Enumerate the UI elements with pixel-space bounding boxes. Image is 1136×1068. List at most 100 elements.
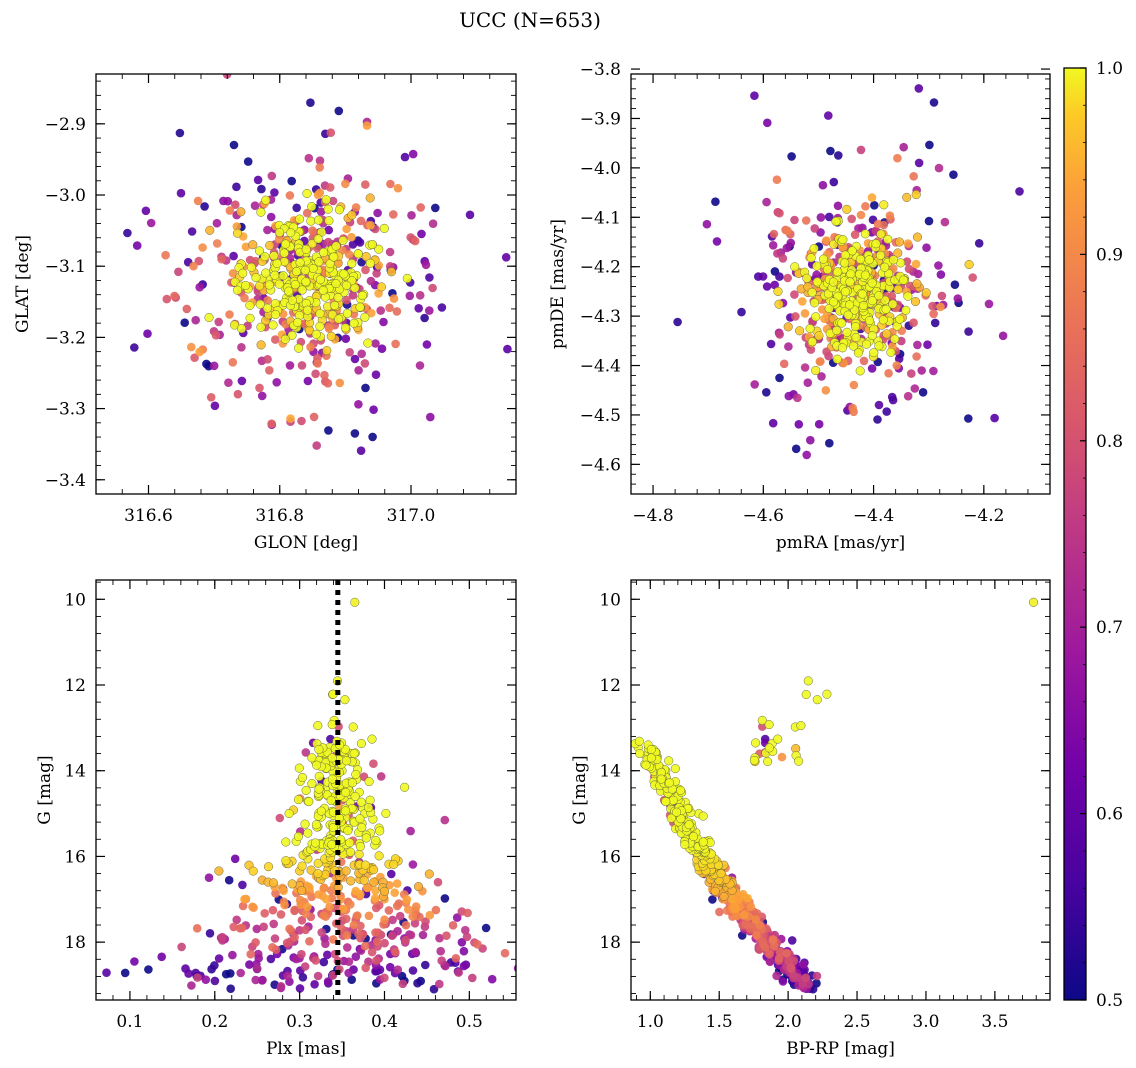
data-point (1028, 597, 1039, 607)
data-point (341, 756, 352, 766)
data-point (420, 313, 429, 323)
data-point (225, 310, 234, 319)
data-point (389, 859, 399, 869)
data-point (240, 293, 249, 303)
data-point (392, 879, 402, 888)
data-point (844, 300, 855, 310)
x-tick-label: 0.2 (201, 1012, 228, 1032)
data-point (708, 895, 717, 904)
data-point (347, 778, 357, 788)
data-point (130, 957, 139, 966)
data-point (310, 838, 320, 848)
data-point (243, 157, 253, 166)
data-point (435, 979, 444, 989)
data-point (376, 306, 386, 315)
data-point (402, 895, 412, 904)
data-point (816, 213, 826, 222)
y-tick-label: −4.4 (580, 357, 621, 377)
data-point (855, 254, 865, 264)
data-point (344, 250, 354, 259)
data-point (252, 964, 262, 973)
data-point (340, 323, 351, 333)
data-point (380, 938, 389, 948)
data-point (849, 380, 859, 390)
data-point (413, 978, 422, 988)
data-point (302, 305, 313, 315)
data-point (1015, 187, 1024, 196)
data-point (783, 226, 792, 236)
data-point (322, 894, 331, 904)
data-point (672, 807, 682, 817)
data-point (341, 179, 350, 189)
data-point (936, 270, 946, 279)
data-point (120, 968, 130, 978)
data-point (867, 364, 877, 373)
y-tick-label: 16 (599, 847, 621, 867)
data-point (363, 803, 374, 813)
data-point (829, 297, 839, 307)
data-point (880, 295, 890, 305)
data-point (415, 361, 425, 370)
data-point (281, 837, 291, 847)
data-point (353, 249, 363, 259)
data-point (324, 324, 334, 333)
data-point (314, 257, 324, 267)
data-point (909, 172, 918, 181)
data-point (356, 446, 366, 456)
y-tick-label: −3.4 (45, 471, 86, 491)
data-point (858, 301, 869, 311)
data-point (342, 224, 351, 234)
data-point (782, 243, 792, 253)
data-point (422, 340, 432, 349)
data-point (784, 342, 793, 351)
data-point (265, 240, 275, 251)
data-point (214, 866, 224, 876)
data-point (910, 296, 921, 307)
data-point (811, 365, 821, 376)
data-point (371, 370, 381, 380)
data-point (297, 285, 307, 295)
x-tick-label: 2.5 (844, 1012, 871, 1032)
data-point (843, 310, 853, 320)
data-point (901, 305, 911, 315)
data-point (623, 971, 632, 980)
data-point (656, 774, 666, 784)
data-point (301, 785, 311, 795)
data-point (268, 320, 278, 330)
data-point (763, 118, 772, 128)
data-point (321, 939, 330, 949)
data-point (274, 235, 284, 244)
data-point (790, 215, 799, 225)
data-point (832, 354, 842, 364)
data-point (765, 957, 775, 966)
data-point (286, 414, 295, 423)
data-point (232, 228, 243, 238)
data-point (307, 778, 317, 789)
data-point (787, 936, 797, 945)
data-point (500, 948, 510, 958)
data-point (245, 300, 255, 310)
data-point (400, 782, 410, 792)
data-point (641, 760, 651, 770)
data-point (731, 904, 740, 914)
data-point (294, 763, 304, 773)
data-point (271, 335, 280, 344)
y-tick-label: −3.1 (45, 257, 86, 277)
data-point (376, 282, 386, 292)
data-point (353, 911, 362, 920)
data-point (346, 876, 356, 886)
data-point (341, 334, 351, 344)
y-tick-label: 14 (599, 762, 621, 782)
data-point (357, 290, 367, 301)
data-point (182, 304, 192, 314)
data-point (253, 949, 263, 959)
data-point (250, 201, 260, 210)
data-point (831, 216, 841, 226)
data-point (285, 924, 294, 934)
x-tick-label: 1.0 (637, 1012, 664, 1032)
x-tick-label: 3.0 (912, 1012, 939, 1032)
data-point (357, 822, 367, 833)
data-point (281, 856, 291, 866)
data-point (840, 258, 850, 268)
